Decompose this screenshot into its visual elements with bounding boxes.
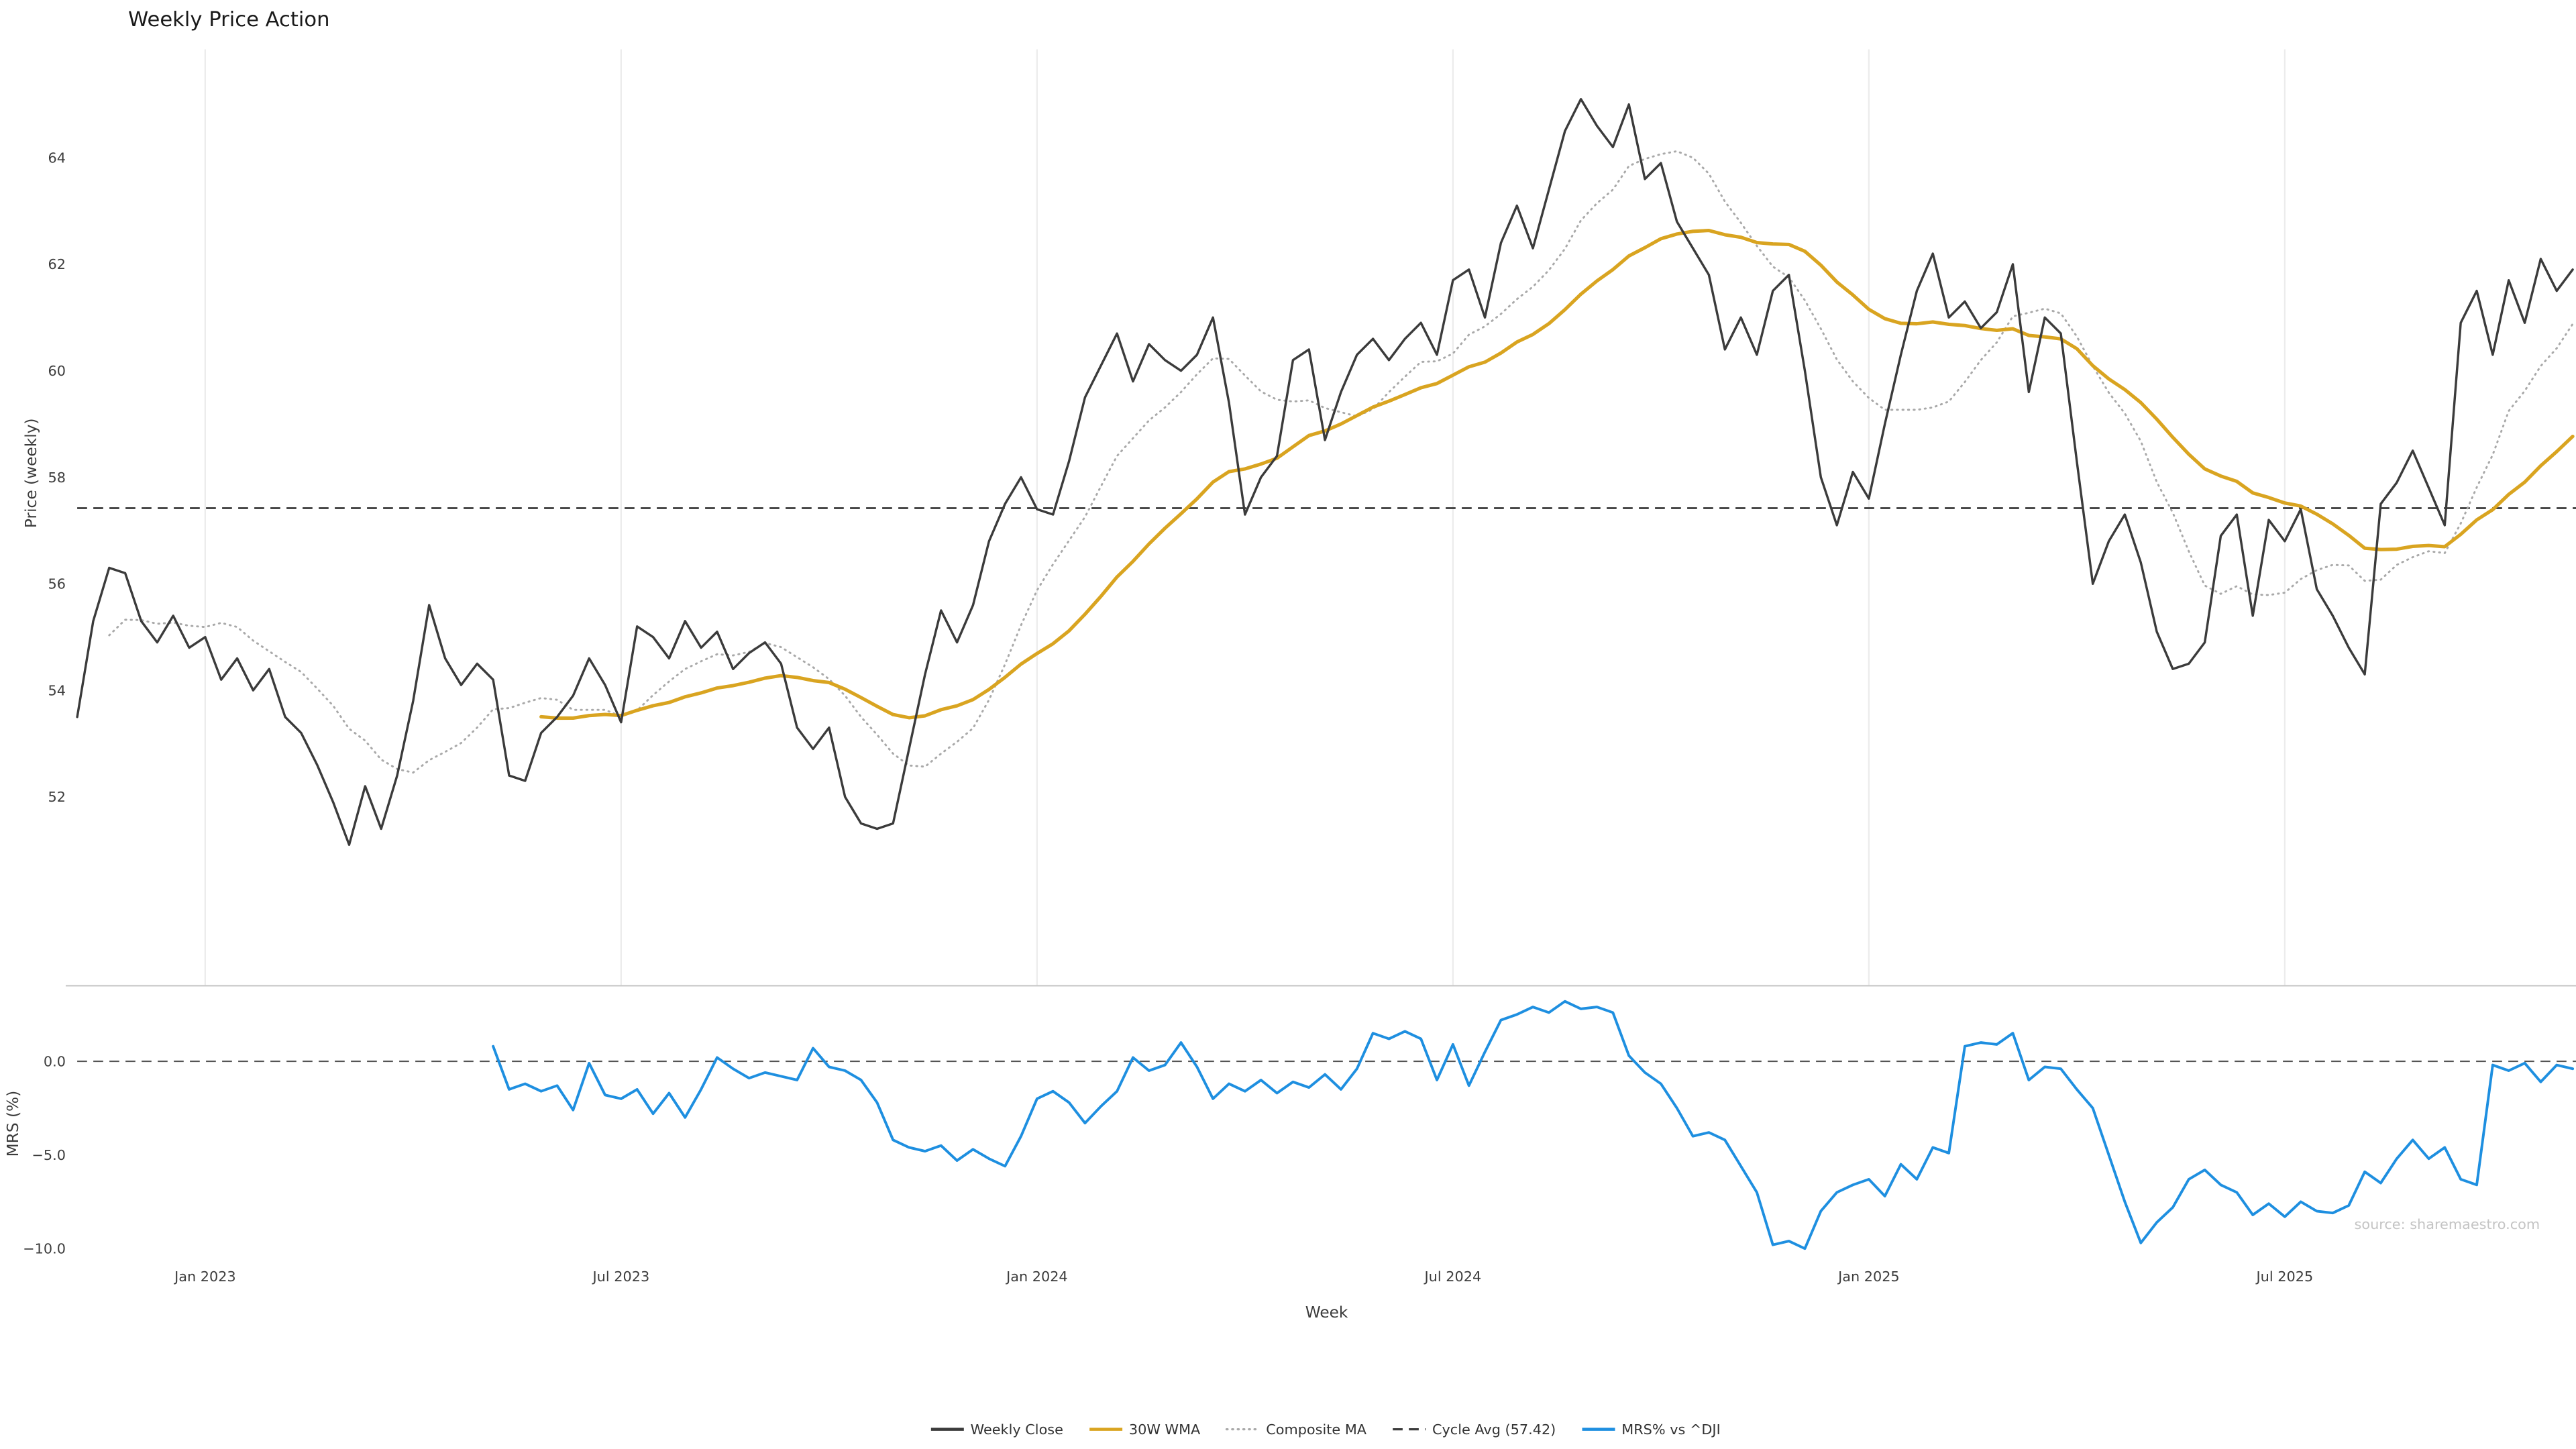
x-tick-labels: Jan 2023 Jul 2023 Jan 2024 Jul 2024 Jan 2025… [173,1269,2313,1285]
legend-item: Composite MA [1225,1421,1367,1438]
x-tick-label: Jan 2024 [1005,1269,1068,1285]
legend-item: Weekly Close [930,1421,1063,1438]
legend-item-label: Composite MA [1266,1421,1367,1438]
mrs-ytick-label: −5.0 [32,1147,66,1163]
legend-item: MRS% vs ^DJI [1582,1421,1721,1438]
price-ytick-labels: 52 54 56 58 60 62 64 [48,150,65,805]
chart-title: Weekly Price Action [128,8,329,32]
price-ytick-label: 60 [48,363,65,379]
source-note: source: sharemaestro.com [2355,1216,2540,1232]
legend-item-label: 30W WMA [1129,1421,1201,1438]
composite-ma-line [108,150,2574,774]
x-tick-label: Jul 2023 [592,1269,650,1285]
x-tick-label: Jan 2025 [1837,1269,1900,1285]
legend-item-label: Cycle Avg (57.42) [1432,1421,1556,1438]
legend-item-label: MRS% vs ^DJI [1621,1421,1720,1438]
price-axis-label: Price (weekly) [22,419,40,529]
mrs-axis-label: MRS (%) [4,1091,22,1157]
mrs-ytick-labels: 0.0 −5.0 −10.0 [23,1053,66,1256]
price-ytick-label: 52 [48,789,65,805]
legend-item-label: Weekly Close [971,1421,1063,1438]
price-ytick-label: 54 [48,682,65,698]
legend-item: 30W WMA [1089,1421,1201,1438]
weekly-close-line [76,98,2574,847]
legend: Weekly Close 30W WMA Composite MA Cycle Avg… [930,1421,1721,1438]
price-ytick-label: 64 [48,150,65,166]
legend-item: Cycle Avg (57.42) [1393,1421,1556,1438]
x-axis-label: Week [1305,1303,1348,1322]
mrs-ytick-label: 0.0 [44,1053,66,1069]
wma-30w-line [539,228,2575,720]
x-tick-label: Jan 2023 [173,1269,236,1285]
x-tick-label: Jul 2025 [2255,1269,2314,1285]
price-ytick-label: 62 [48,256,65,272]
price-ytick-label: 58 [48,470,65,486]
vertical-gridlines [204,49,2286,986]
x-tick-label: Jul 2024 [1424,1269,1482,1285]
mrs-line [492,1000,2575,1250]
price-ytick-label: 56 [48,576,65,592]
mrs-ytick-label: −10.0 [23,1241,66,1257]
